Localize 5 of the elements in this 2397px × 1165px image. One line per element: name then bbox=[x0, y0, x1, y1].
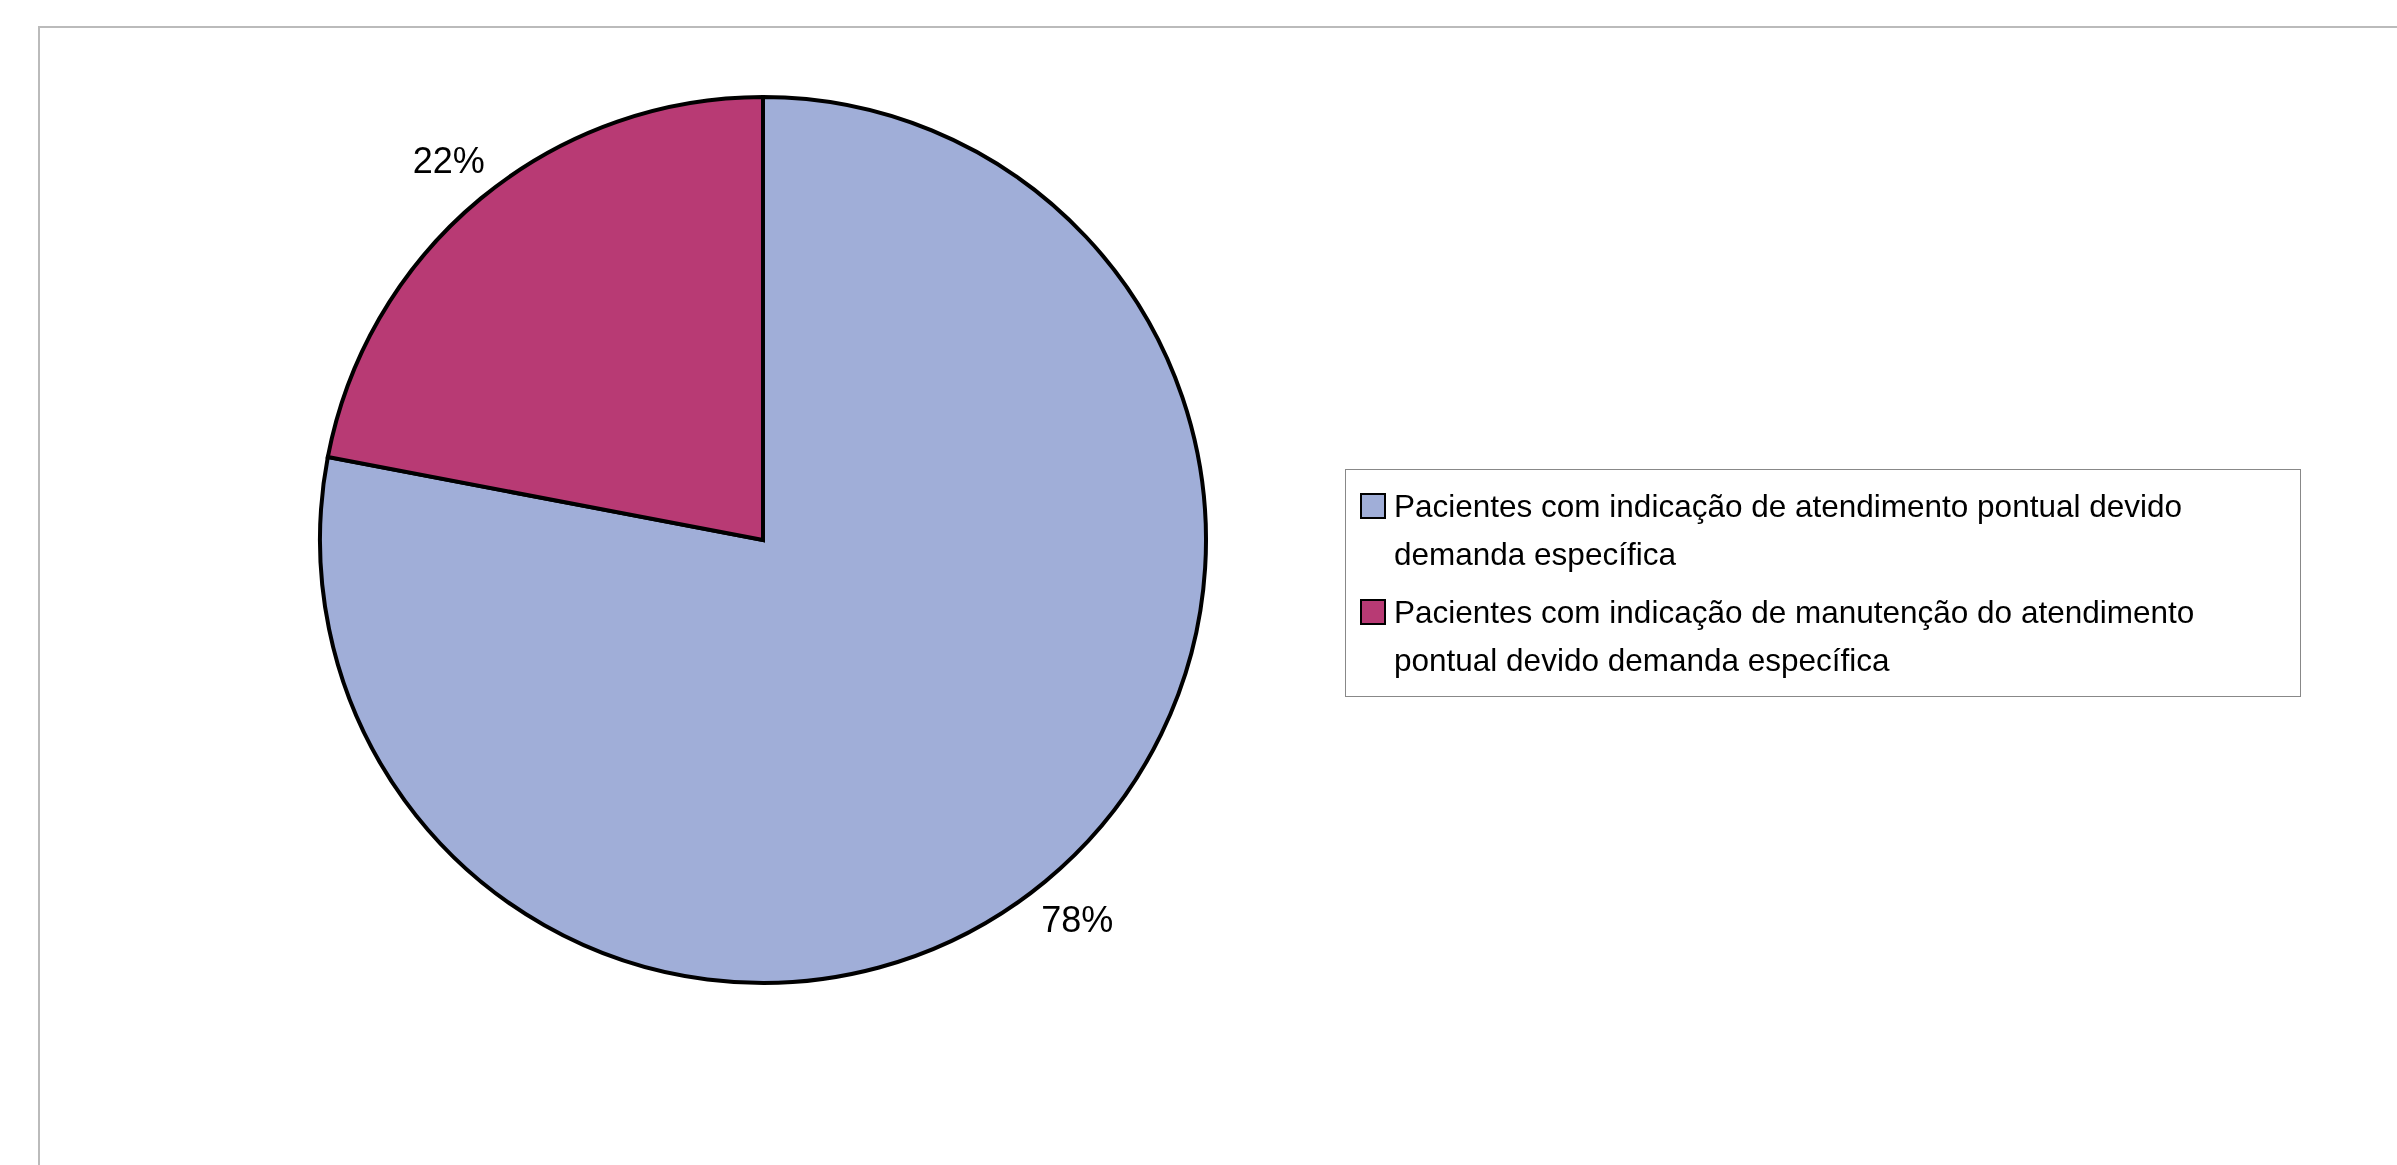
data-label: 78% bbox=[1041, 899, 1114, 941]
data-label: 22% bbox=[412, 139, 485, 181]
legend-label: Pacientes com indicação de atendimento pontual devido demanda específica bbox=[1394, 486, 2184, 574]
legend-label: Pacientes com indicação de manutenção do atendimento pontual devido demanda específica bbox=[1394, 592, 2196, 680]
pie-slice bbox=[318, 95, 1208, 985]
